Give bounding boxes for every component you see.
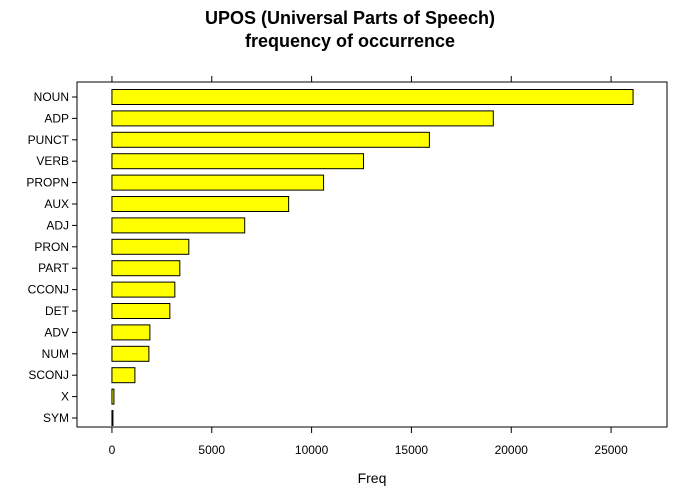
bar-pron — [111, 238, 190, 255]
x-tick-label-15000: 15000 — [395, 443, 429, 457]
x-tick-label-10000: 10000 — [295, 443, 329, 457]
bar-punct — [111, 131, 430, 148]
x-axis: 0 5000 10000 15000 20000 25000 — [109, 427, 628, 457]
y-tick-label-x: X — [61, 390, 69, 404]
y-tick-label-det: DET — [45, 304, 70, 318]
y-tick-labels: NOUN ADP PUNCT VERB PROPN AUX ADJ PRON PART CCONJ… — [26, 90, 69, 425]
y-tick-label-verb: VERB — [36, 154, 69, 168]
bar-adp — [111, 110, 494, 127]
plot-frame — [76, 81, 668, 428]
y-tick-label-cconj: CCONJ — [28, 283, 69, 297]
y-tick-label-propn: PROPN — [26, 176, 69, 190]
y-tick-label-adp: ADP — [44, 111, 69, 125]
bars-group — [111, 89, 634, 426]
y-tick-label-adv: ADV — [44, 325, 69, 339]
bar-sym — [111, 410, 114, 426]
top-axis-ticks — [111, 76, 612, 82]
bar-propn — [111, 174, 325, 191]
y-tick-label-punct: PUNCT — [28, 133, 70, 147]
bar-noun — [111, 89, 634, 105]
bar-verb — [111, 153, 365, 170]
bar-part — [111, 260, 181, 277]
x-tick-label-0: 0 — [109, 443, 116, 457]
x-tick-label-5000: 5000 — [198, 443, 225, 457]
x-tick-label-20000: 20000 — [495, 443, 529, 457]
bar-cconj — [111, 281, 176, 298]
bar-x — [111, 388, 115, 405]
y-tick-label-num: NUM — [42, 347, 69, 361]
y-tick-label-adj: ADJ — [46, 218, 69, 232]
bar-aux — [111, 196, 290, 212]
x-tick-label-25000: 25000 — [594, 443, 628, 457]
y-tick-label-noun: NOUN — [34, 90, 69, 104]
y-axis-ticks — [72, 96, 77, 419]
y-tick-label-aux: AUX — [44, 197, 69, 211]
y-tick-label-sym: SYM — [43, 411, 69, 425]
bar-sconj — [111, 367, 136, 384]
y-tick-label-pron: PRON — [34, 240, 69, 254]
chart-subtitle: frequency of occurrence — [245, 31, 455, 51]
chart-title: UPOS (Universal Parts of Speech) — [205, 8, 495, 28]
y-tick-label-sconj: SCONJ — [28, 368, 69, 382]
bar-det — [111, 303, 171, 319]
bar-adj — [111, 217, 246, 234]
x-axis-title: Freq — [358, 470, 387, 486]
bar-num — [111, 345, 150, 362]
bar-adv — [111, 324, 151, 341]
y-tick-label-part: PART — [38, 261, 70, 275]
